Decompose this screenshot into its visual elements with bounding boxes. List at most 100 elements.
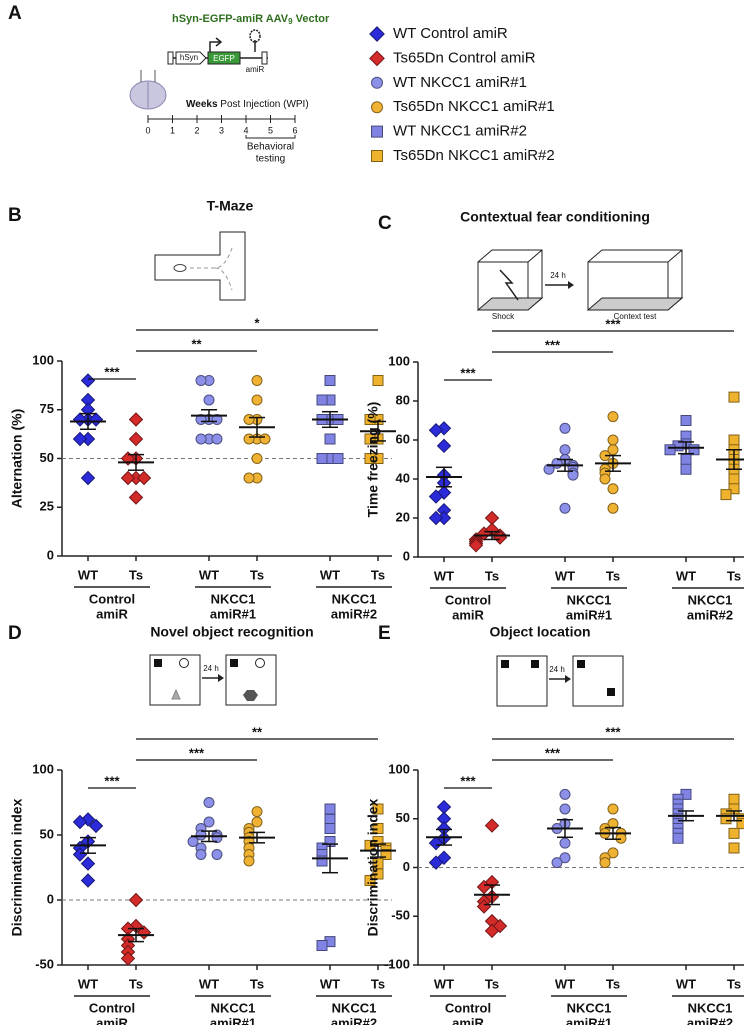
data-point xyxy=(120,951,136,966)
x-tick-label: WT xyxy=(434,976,454,991)
legend-label: WT NKCC1 amiR#1 xyxy=(393,74,527,91)
data-point xyxy=(688,444,700,456)
data-point xyxy=(72,847,88,862)
data-point xyxy=(128,412,144,427)
y-tick-label: 0 xyxy=(403,548,410,563)
data-point xyxy=(243,855,255,867)
legend-label: Ts65Dn NKCC1 amiR#1 xyxy=(393,98,555,115)
y-axis-label: Time freezing (%) xyxy=(365,402,381,518)
data-point xyxy=(428,489,444,504)
group-label: NKCC1 xyxy=(567,592,612,607)
brain-icon xyxy=(129,70,167,110)
data-point xyxy=(728,842,740,854)
data-point xyxy=(243,433,255,445)
data-point xyxy=(436,438,452,454)
testing-window xyxy=(245,135,296,139)
y-tick-label: 50 xyxy=(40,450,54,465)
data-point xyxy=(80,373,96,388)
y-tick-label: 100 xyxy=(388,761,410,776)
data-point xyxy=(203,797,215,808)
window-label: Behavioral xyxy=(247,142,294,153)
legend-marker xyxy=(369,50,385,67)
chart-title: T-Maze xyxy=(207,198,254,214)
group-label: amiR#1 xyxy=(210,1015,256,1025)
data-point xyxy=(543,463,555,475)
fear-conditioning-icon xyxy=(476,249,684,311)
x-tick-label: WT xyxy=(199,567,219,582)
data-point xyxy=(492,918,508,934)
legend-label: Ts65Dn Control amiR xyxy=(393,49,536,66)
t-maze-icon xyxy=(154,231,246,301)
group-label: amiR xyxy=(452,1015,484,1025)
y-tick-label: 0 xyxy=(47,891,54,906)
data-point xyxy=(332,453,344,464)
x-tick-label: WT xyxy=(555,568,575,583)
y-tick-label: 100 xyxy=(388,353,410,368)
y-tick-label: 0 xyxy=(403,859,410,874)
data-point xyxy=(720,489,732,501)
timeline-tick-label: 0 xyxy=(145,125,150,135)
x-tick-label: WT xyxy=(320,567,340,582)
data-point xyxy=(211,849,223,860)
panel-label: D xyxy=(8,623,22,644)
data-point xyxy=(80,873,96,888)
group-label: NKCC1 xyxy=(688,592,733,607)
data-point xyxy=(728,483,740,495)
data-point xyxy=(607,411,619,423)
legend-marker xyxy=(371,150,383,162)
group-label: amiR xyxy=(96,606,128,621)
timeline-tick-label: 5 xyxy=(268,125,273,135)
data-point xyxy=(607,502,619,514)
data-point xyxy=(316,940,328,951)
data-point xyxy=(559,837,571,849)
group-label: Control xyxy=(445,592,491,607)
vector-title: hSyn-EGFP-amiR AAV9 Vector xyxy=(172,13,330,26)
data-point xyxy=(728,827,740,839)
chart-title: Contextual fear conditioning xyxy=(460,209,650,225)
legend-label: WT NKCC1 amiR#2 xyxy=(393,123,527,140)
x-tick-label: Ts xyxy=(727,568,741,583)
x-tick-label: Ts xyxy=(250,567,264,582)
data-point xyxy=(251,453,263,464)
data-point xyxy=(72,814,88,830)
significance-label: *** xyxy=(189,745,205,760)
data-point xyxy=(324,813,336,825)
data-point xyxy=(251,816,263,828)
data-point xyxy=(720,813,732,825)
vector-element: hSyn xyxy=(180,53,198,62)
significance-label: *** xyxy=(605,316,621,331)
y-tick-label: 80 xyxy=(396,392,410,407)
data-point xyxy=(195,433,207,445)
data-point xyxy=(128,490,144,505)
panel-label: B xyxy=(8,205,22,226)
y-tick-label: 50 xyxy=(396,810,410,825)
group-label: Control xyxy=(89,1000,135,1015)
x-tick-label: WT xyxy=(320,976,340,991)
legend-label: Ts65Dn NKCC1 amiR#2 xyxy=(393,147,555,164)
y-axis-label: Discrimination index xyxy=(365,798,381,936)
data-point xyxy=(243,472,255,484)
timeline-tick-label: 4 xyxy=(243,125,248,135)
data-point xyxy=(324,803,336,815)
group-label: NKCC1 xyxy=(567,1000,612,1015)
timeline-tick-label: 1 xyxy=(170,125,175,135)
data-point xyxy=(211,832,223,844)
y-tick-label: -50 xyxy=(35,956,54,971)
data-point xyxy=(128,431,144,447)
data-point xyxy=(680,463,692,475)
legend-marker xyxy=(371,101,383,114)
y-axis-label: Discrimination index xyxy=(9,798,25,936)
group-label: NKCC1 xyxy=(688,1000,733,1015)
significance-label: *** xyxy=(104,364,120,379)
annotation: Context test xyxy=(614,312,657,321)
significance-label: *** xyxy=(545,745,561,760)
y-tick-label: 75 xyxy=(40,401,54,416)
data-point xyxy=(559,502,571,514)
x-tick-label: WT xyxy=(199,976,219,991)
data-point xyxy=(728,391,740,403)
data-point xyxy=(364,433,376,445)
group-label: amiR xyxy=(96,1015,128,1025)
group-label: NKCC1 xyxy=(332,1000,377,1015)
significance-label: *** xyxy=(104,773,120,788)
data-point xyxy=(728,434,740,446)
